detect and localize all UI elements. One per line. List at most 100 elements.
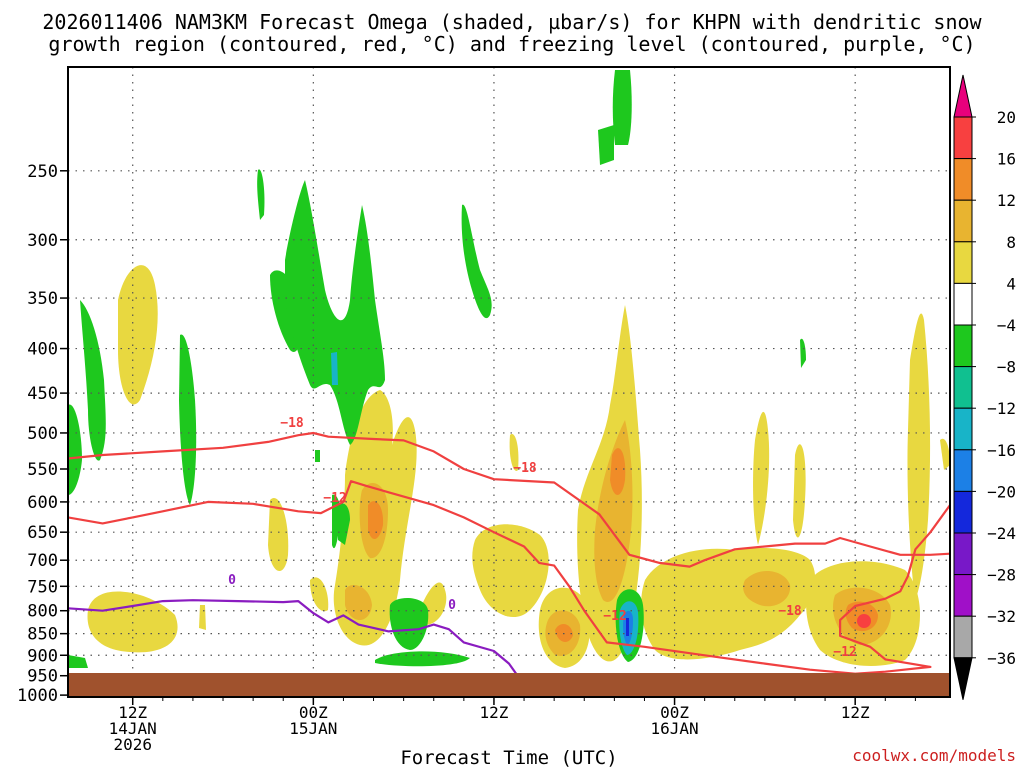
contour-label-minus-12: −12: [323, 491, 346, 506]
x-tick-label: 12Z: [479, 703, 508, 722]
contour-label-minus-12: −12: [833, 645, 856, 660]
y-tick-label: 700: [27, 551, 58, 571]
y-tick-label: 400: [27, 340, 58, 360]
omega-region-orange: [368, 501, 384, 540]
omega-region-orange: [555, 623, 573, 642]
omega-region-teal: [331, 352, 338, 385]
y-tick-label: 900: [27, 646, 58, 666]
x-tick-label: 12Z: [841, 703, 870, 722]
x-axis-title: Forecast Time (UTC): [400, 747, 617, 768]
y-tick-label: 500: [27, 424, 58, 444]
colorbar-swatch: [953, 199, 973, 243]
x-tick-label: 00Z: [299, 703, 328, 722]
plot-frame: [67, 66, 951, 698]
omega-region-gold: [743, 570, 791, 607]
colorbar-label: −32: [987, 607, 1016, 626]
y-tick-label: 300: [27, 231, 58, 251]
omega-shading-layer: [68, 70, 950, 668]
colorbar-label: −16: [987, 441, 1016, 460]
omega-region-green: [315, 450, 320, 462]
colorbar-label: −12: [987, 399, 1016, 418]
colorbar-swatch: [953, 615, 973, 659]
colorbar-label: −8: [997, 358, 1016, 377]
contour-label-zero: 0: [448, 598, 456, 613]
contour-line: [68, 431, 950, 568]
colorbar-swatch: [953, 366, 973, 409]
x-tick-label: 00Z: [660, 703, 689, 722]
omega-region-green: [80, 300, 106, 461]
colorbar-swatch: [953, 407, 973, 451]
chart-title-line-2: growth region (contoured, red, °C) and f…: [48, 32, 975, 56]
colorbar-label: −20: [987, 482, 1016, 501]
omega-region-green: [179, 334, 197, 505]
ground-below-surface: [68, 673, 950, 697]
y-tick-label: 850: [27, 625, 58, 645]
chart-title-line-1: 2026011406 NAM3KM Forecast Omega (shaded…: [42, 10, 982, 34]
omega-region-green: [68, 655, 88, 668]
y-tick-label: 550: [27, 460, 58, 480]
y-tick-label: 350: [27, 289, 58, 309]
colorbar-arrow-top: [953, 74, 973, 118]
omega-region-yellow: [509, 434, 519, 471]
colorbar-label: −28: [987, 566, 1016, 585]
colorbar-label: 8: [1006, 233, 1016, 252]
colorbar-swatch: [953, 449, 973, 492]
colorbar-swatch: [953, 324, 973, 368]
colorbar-label: 12: [997, 191, 1016, 210]
contour-line: [68, 599, 530, 692]
omega-region-yellow: [753, 411, 770, 545]
colorbar: 20 16 12 8 4 −4 −8 −12 −16 −20 −24 −28 −32 −36: [953, 74, 1016, 700]
omega-region-green: [338, 503, 350, 545]
y-tick-label: 750: [27, 577, 58, 597]
omega-region-yellow: [268, 498, 289, 572]
colorbar-label: 20: [997, 108, 1016, 127]
colorbar-swatch: [953, 490, 973, 534]
omega-region-yellow: [793, 444, 806, 538]
colorbar-swatch: [953, 532, 973, 576]
omega-region-orange: [610, 448, 626, 495]
plot-area: −18 −18 −18 −12 −12 −12 0 0: [68, 67, 950, 697]
omega-region-yellow: [907, 313, 931, 600]
contour-label-zero: 0: [228, 573, 236, 588]
colorbar-label: −4: [997, 316, 1016, 335]
omega-region-yellow: [118, 265, 158, 405]
omega-region-yellow: [472, 524, 549, 618]
y-tick-label: 950: [27, 667, 58, 687]
contour-label-minus-18: −18: [513, 461, 537, 476]
colorbar-swatch: [953, 158, 973, 201]
y-tick-label: 650: [27, 523, 58, 543]
x-tick-label: 15JAN: [289, 719, 337, 738]
y-tick-label: 250: [27, 162, 58, 182]
omega-region-yellow: [940, 438, 950, 470]
omega-region-yellow: [199, 605, 206, 630]
x-tick-label: 16JAN: [650, 719, 698, 738]
colorbar-swatch: [953, 282, 973, 326]
contour-layer: [68, 431, 950, 692]
colorbar-swatch: [953, 116, 973, 160]
colorbar-arrow-bottom: [953, 657, 973, 700]
colorbar-swatch: [953, 574, 973, 617]
y-axis: 2503003504004505005506006507007508008509…: [17, 162, 68, 706]
omega-region-yellow: [87, 591, 178, 653]
omega-region-green: [68, 404, 82, 495]
colorbar-swatch: [953, 241, 973, 284]
contour-label-minus-12: −12: [603, 609, 626, 624]
omega-region-yellow: [310, 577, 329, 612]
omega-region-green: [375, 651, 470, 667]
contour-line: [68, 480, 950, 675]
omega-region-green: [389, 598, 429, 650]
y-tick-label: 450: [27, 384, 58, 404]
colorbar-label: −24: [987, 524, 1016, 543]
colorbar-label: 16: [997, 150, 1016, 169]
colorbar-label: 4: [1006, 274, 1016, 293]
contour-label-minus-18: −18: [778, 604, 802, 619]
omega-region-gold: [345, 585, 372, 620]
y-tick-label: 600: [27, 493, 58, 513]
omega-region-green: [461, 204, 492, 319]
omega-region-red: [857, 614, 871, 628]
credit-text: coolwx.com/models: [852, 746, 1016, 765]
x-tick-label: 2026: [113, 735, 152, 754]
x-tick-label: 12Z: [118, 703, 147, 722]
